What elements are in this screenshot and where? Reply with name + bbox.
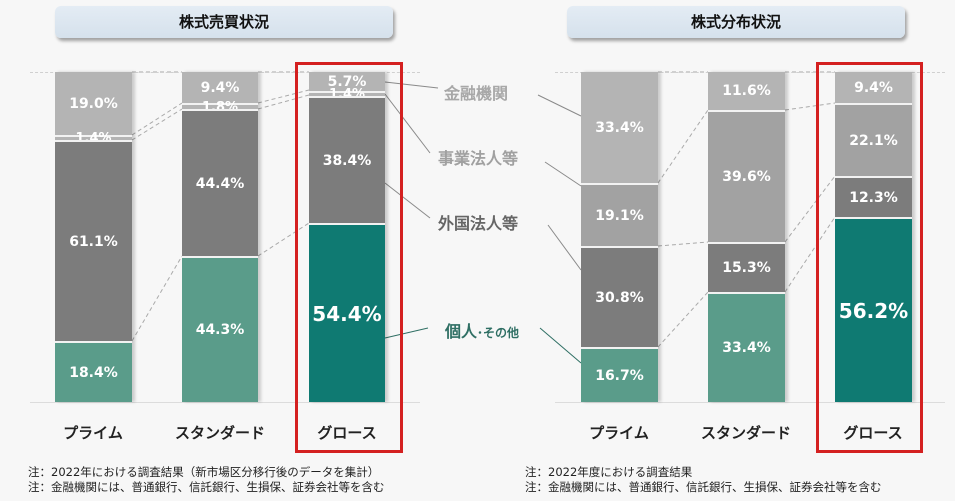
segment-business: 22.1% xyxy=(835,103,912,176)
segment-financial: 5.7% xyxy=(309,72,385,91)
left-category-standard: スタンダード xyxy=(174,424,265,442)
right-note-2: 注：金融機関には、普通銀行、信託銀行、生損保、証券会社等を含む xyxy=(525,480,882,494)
segment-individual: 16.7% xyxy=(581,347,658,402)
right-baseline xyxy=(555,402,945,403)
left-panel-title: 株式売買状況 xyxy=(55,6,393,38)
right-bar-standard: 11.6% 39.6% 15.3% 33.4% xyxy=(708,72,785,402)
left-note-2: 注：金融機関には、普通銀行、信託銀行、生損保、証券会社等を含む xyxy=(28,480,385,494)
right-category-growth: グロース xyxy=(843,424,903,442)
segment-individual: 33.4% xyxy=(708,292,785,402)
segment-financial: 9.4% xyxy=(835,72,912,103)
right-growth-highlight-box xyxy=(816,62,923,453)
right-panel-title: 株式分布状況 xyxy=(567,6,905,38)
segment-foreign: 61.1% xyxy=(55,140,132,341)
segment-individual: 44.3% xyxy=(182,256,258,402)
left-bar-standard: 9.4% 1.8% 44.4% 44.3% xyxy=(182,72,258,402)
segment-foreign: 44.4% xyxy=(182,109,258,256)
legend-business: 事業法人等 xyxy=(438,149,519,168)
left-baseline xyxy=(30,402,420,403)
legend-foreign: 外国法人等 xyxy=(438,214,519,233)
right-note-1: 注：2022年度における調査結果 xyxy=(525,465,693,479)
legend-individual-main: 個人 xyxy=(445,322,478,341)
segment-financial: 9.4% xyxy=(182,72,258,103)
segment-foreign: 30.8% xyxy=(581,246,658,347)
left-category-prime: プライム xyxy=(63,424,123,442)
left-category-growth: グロース xyxy=(317,424,377,442)
segment-individual: 56.2% xyxy=(835,217,912,402)
right-bar-prime: 33.4% 19.1% 30.8% 16.7% xyxy=(581,72,658,402)
right-category-prime: プライム xyxy=(589,424,649,442)
left-bar-growth: 5.7% 1.4% 38.4% 54.4% xyxy=(309,72,385,402)
segment-business: 19.1% xyxy=(581,183,658,246)
segment-individual: 54.4% xyxy=(309,223,385,402)
segment-business: 39.6% xyxy=(708,110,785,242)
segment-foreign: 15.3% xyxy=(708,242,785,292)
segment-individual: 18.4% xyxy=(55,341,132,402)
segment-financial: 19.0% xyxy=(55,72,132,135)
legend-financial: 金融機関 xyxy=(444,84,509,103)
segment-financial: 11.6% xyxy=(708,72,785,110)
segment-financial: 33.4% xyxy=(581,72,658,183)
right-category-standard: スタンダード xyxy=(700,424,791,442)
left-note-1: 注：2022年における調査結果（新市場区分移行後のデータを集計） xyxy=(28,465,380,479)
segment-foreign: 38.4% xyxy=(309,96,385,223)
left-bar-prime: 19.0% 1.4% 61.1% 18.4% xyxy=(55,72,132,402)
legend-individual-sub: ･その他 xyxy=(477,326,520,340)
segment-foreign: 12.3% xyxy=(835,176,912,217)
legend-individual: 個人･その他 xyxy=(445,318,519,342)
right-bar-growth: 9.4% 22.1% 12.3% 56.2% xyxy=(835,72,912,402)
left-growth-highlight-box xyxy=(295,62,403,453)
